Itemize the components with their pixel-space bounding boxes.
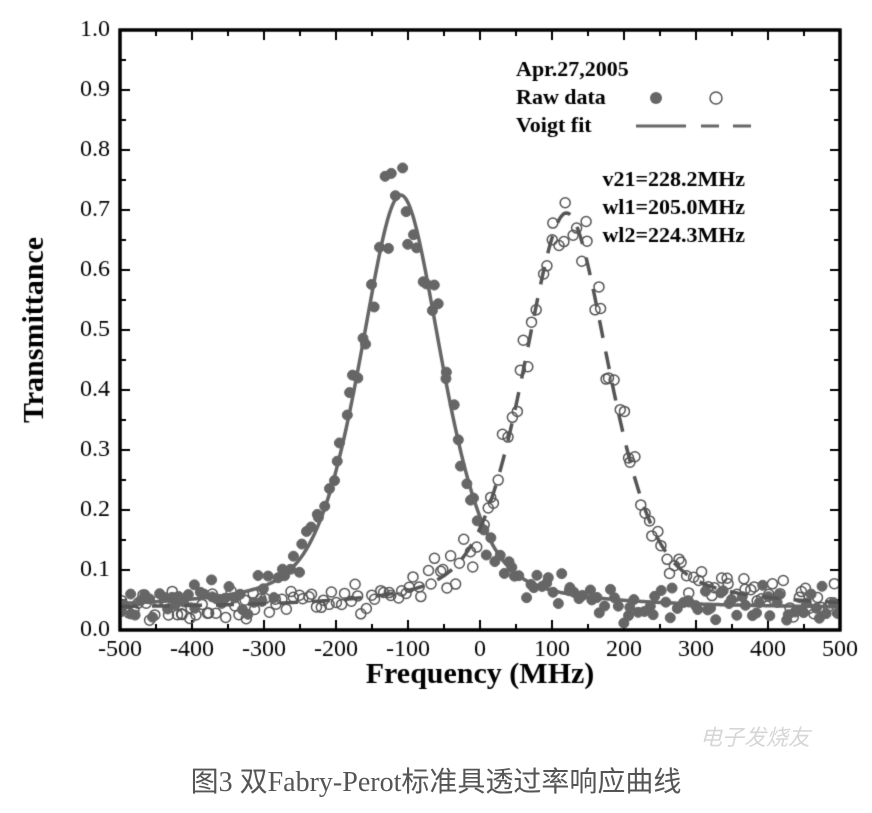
figure-container: 图3 双Fabry-Perot标准具透过率响应曲线 电子发烧友 xyxy=(0,0,872,813)
transmittance-chart xyxy=(0,0,872,813)
figure-caption: 图3 双Fabry-Perot标准具透过率响应曲线 xyxy=(0,760,872,800)
watermark-text: 电子发烧友 xyxy=(700,720,810,752)
